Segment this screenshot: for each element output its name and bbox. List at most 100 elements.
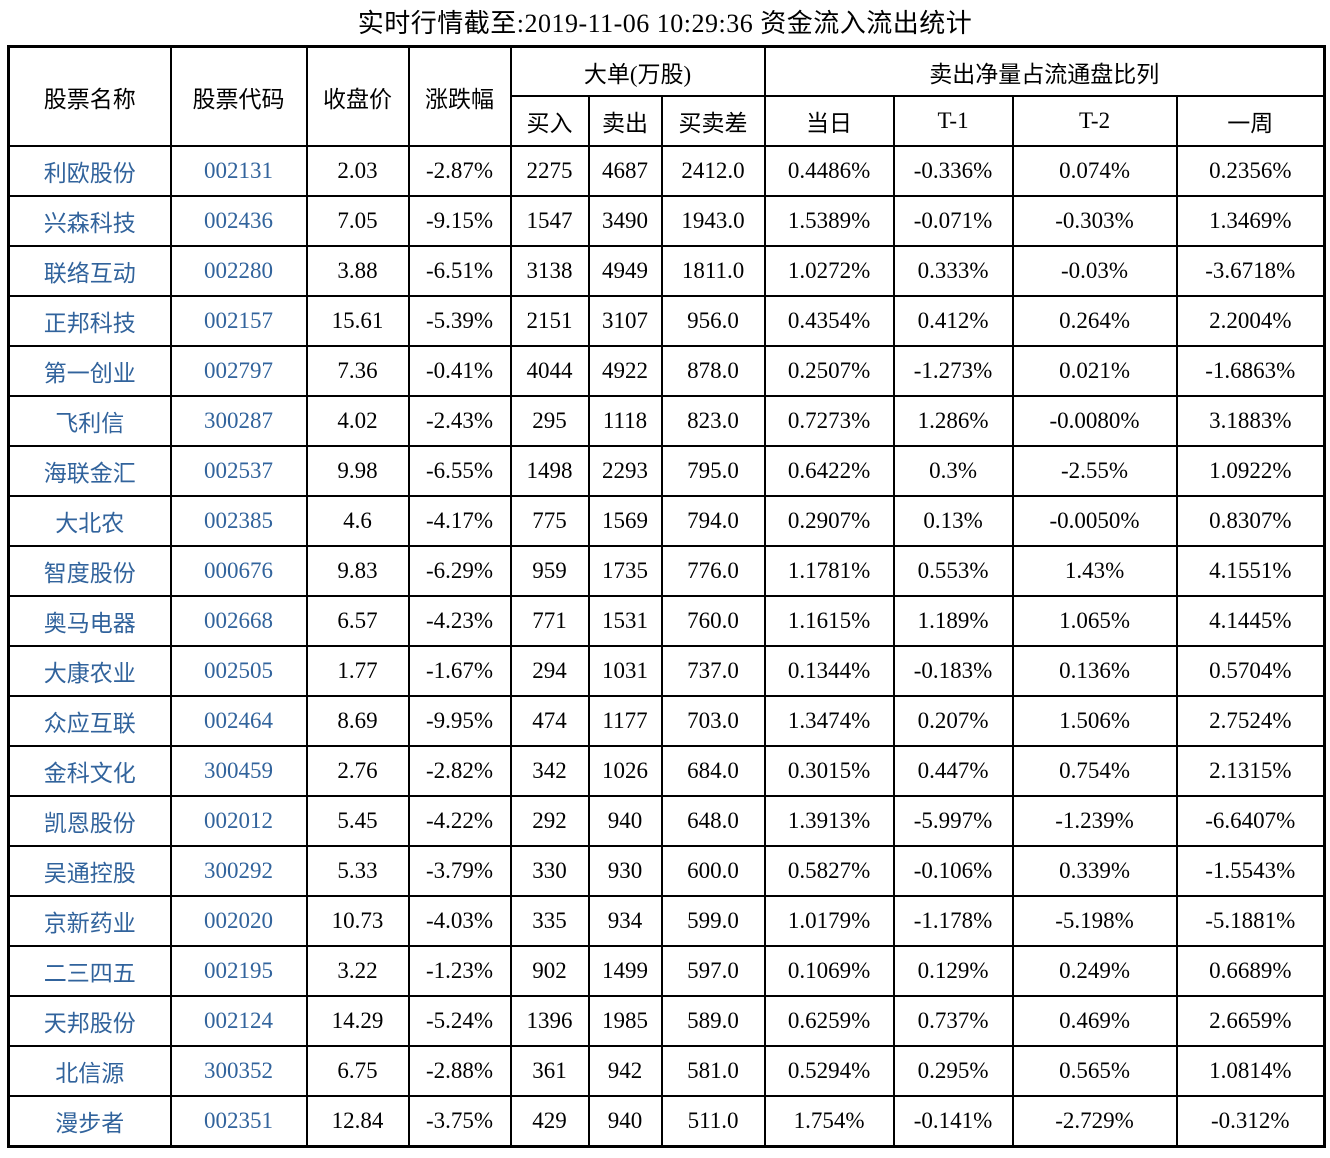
change-pct-cell: -4.17%	[407, 495, 512, 548]
change-pct-cell: -2.82%	[407, 745, 512, 798]
stock-code-cell[interactable]: 002124	[169, 995, 308, 1048]
net-day-cell: 1.0179%	[763, 895, 895, 948]
stock-name-cell[interactable]: 飞利信	[7, 395, 172, 448]
net-week-cell: 4.1445%	[1175, 595, 1326, 648]
stock-name-cell[interactable]: 天邦股份	[7, 995, 172, 1048]
stock-code-cell[interactable]: 002157	[169, 295, 308, 348]
buy-cell: 1547	[509, 195, 590, 248]
stock-name-cell[interactable]: 吴通控股	[7, 845, 172, 898]
net-t2-cell: 0.264%	[1011, 295, 1178, 348]
stock-code-cell[interactable]: 002195	[169, 945, 308, 998]
stock-code-cell[interactable]: 300459	[169, 745, 308, 798]
stock-code-cell[interactable]: 002385	[169, 495, 308, 548]
stock-name-cell[interactable]: 京新药业	[7, 895, 172, 948]
table-row: 漫步者 002351 12.84 -3.75% 429 940 511.0 1.754% -0.…	[7, 1095, 1326, 1148]
stock-code-cell[interactable]: 002280	[169, 245, 308, 298]
net-week-cell: 0.5704%	[1175, 645, 1326, 698]
stock-name-cell[interactable]: 正邦科技	[7, 295, 172, 348]
change-pct-cell: -9.95%	[407, 695, 512, 748]
change-pct-cell: -5.24%	[407, 995, 512, 1048]
stock-code-cell[interactable]: 002351	[169, 1095, 308, 1148]
net-t1-cell: -0.071%	[892, 195, 1014, 248]
net-t1-cell: 1.286%	[892, 395, 1014, 448]
buy-cell: 295	[509, 395, 590, 448]
stock-name-cell[interactable]: 海联金汇	[7, 445, 172, 498]
stock-name-cell[interactable]: 奥马电器	[7, 595, 172, 648]
net-week-cell: 0.8307%	[1175, 495, 1326, 548]
sell-cell: 1031	[587, 645, 663, 698]
buy-sell-diff-cell: 684.0	[660, 745, 766, 798]
stock-name-cell[interactable]: 兴森科技	[7, 195, 172, 248]
stock-name-cell[interactable]: 智度股份	[7, 545, 172, 598]
sell-cell: 1118	[587, 395, 663, 448]
sell-cell: 940	[587, 1095, 663, 1148]
net-day-cell: 1.0272%	[763, 245, 895, 298]
stock-code-cell[interactable]: 002012	[169, 795, 308, 848]
sell-cell: 1985	[587, 995, 663, 1048]
stock-code-cell[interactable]: 002131	[169, 145, 308, 198]
net-week-cell: 2.1315%	[1175, 745, 1326, 798]
stock-name-cell[interactable]: 凯恩股份	[7, 795, 172, 848]
buy-cell: 3138	[509, 245, 590, 298]
net-day-cell: 0.7273%	[763, 395, 895, 448]
stock-code-cell[interactable]: 002668	[169, 595, 308, 648]
change-pct-cell: -6.55%	[407, 445, 512, 498]
stock-code-cell[interactable]: 300287	[169, 395, 308, 448]
page-title: 实时行情截至:2019-11-06 10:29:36 资金流入流出统计	[357, 9, 973, 38]
stock-code-cell[interactable]: 002020	[169, 895, 308, 948]
stock-name-cell[interactable]: 大康农业	[7, 645, 172, 698]
col-group-big-orders: 大单(万股)	[509, 45, 766, 98]
buy-sell-diff-cell: 956.0	[660, 295, 766, 348]
close-price-cell: 6.75	[305, 1045, 410, 1098]
net-t2-cell: 0.074%	[1011, 145, 1178, 198]
buy-sell-diff-cell: 794.0	[660, 495, 766, 548]
stock-name-cell[interactable]: 众应互联	[7, 695, 172, 748]
stock-code-cell[interactable]: 002505	[169, 645, 308, 698]
close-price-cell: 2.76	[305, 745, 410, 798]
net-day-cell: 1.754%	[763, 1095, 895, 1148]
buy-sell-diff-cell: 1811.0	[660, 245, 766, 298]
buy-sell-diff-cell: 589.0	[660, 995, 766, 1048]
close-price-cell: 14.29	[305, 995, 410, 1048]
stock-code-cell[interactable]: 002464	[169, 695, 308, 748]
net-t2-cell: -5.198%	[1011, 895, 1178, 948]
stock-name-cell[interactable]: 漫步者	[7, 1095, 172, 1148]
net-week-cell: 2.6659%	[1175, 995, 1326, 1048]
change-pct-cell: -1.67%	[407, 645, 512, 698]
net-day-cell: 0.3015%	[763, 745, 895, 798]
buy-cell: 2151	[509, 295, 590, 348]
net-week-cell: 0.6689%	[1175, 945, 1326, 998]
table-row: 金科文化 300459 2.76 -2.82% 342 1026 684.0 0.3015% 0…	[7, 745, 1326, 798]
buy-sell-diff-cell: 1943.0	[660, 195, 766, 248]
stock-code-cell[interactable]: 002436	[169, 195, 308, 248]
sell-cell: 942	[587, 1045, 663, 1098]
close-price-cell: 9.83	[305, 545, 410, 598]
stock-code-cell[interactable]: 002797	[169, 345, 308, 398]
net-day-cell: 1.1781%	[763, 545, 895, 598]
stock-code-cell[interactable]: 000676	[169, 545, 308, 598]
net-t1-cell: 0.737%	[892, 995, 1014, 1048]
close-price-cell: 1.77	[305, 645, 410, 698]
stock-code-cell[interactable]: 300352	[169, 1045, 308, 1098]
stock-name-cell[interactable]: 二三四五	[7, 945, 172, 998]
buy-sell-diff-cell: 760.0	[660, 595, 766, 648]
table-row: 飞利信 300287 4.02 -2.43% 295 1118 823.0 0.7273% 1.…	[7, 395, 1326, 448]
net-t2-cell: 1.506%	[1011, 695, 1178, 748]
stock-name-cell[interactable]: 第一创业	[7, 345, 172, 398]
sell-cell: 2293	[587, 445, 663, 498]
stock-name-cell[interactable]: 利欧股份	[7, 145, 172, 198]
stock-name-cell[interactable]: 大北农	[7, 495, 172, 548]
net-day-cell: 1.1615%	[763, 595, 895, 648]
net-day-cell: 1.3913%	[763, 795, 895, 848]
stock-code-cell[interactable]: 002537	[169, 445, 308, 498]
buy-sell-diff-cell: 581.0	[660, 1045, 766, 1098]
net-t2-cell: -0.303%	[1011, 195, 1178, 248]
net-t2-cell: 0.021%	[1011, 345, 1178, 398]
net-week-cell: 1.3469%	[1175, 195, 1326, 248]
stock-name-cell[interactable]: 金科文化	[7, 745, 172, 798]
buy-cell: 1498	[509, 445, 590, 498]
stock-name-cell[interactable]: 北信源	[7, 1045, 172, 1098]
close-price-cell: 4.02	[305, 395, 410, 448]
stock-code-cell[interactable]: 300292	[169, 845, 308, 898]
stock-name-cell[interactable]: 联络互动	[7, 245, 172, 298]
